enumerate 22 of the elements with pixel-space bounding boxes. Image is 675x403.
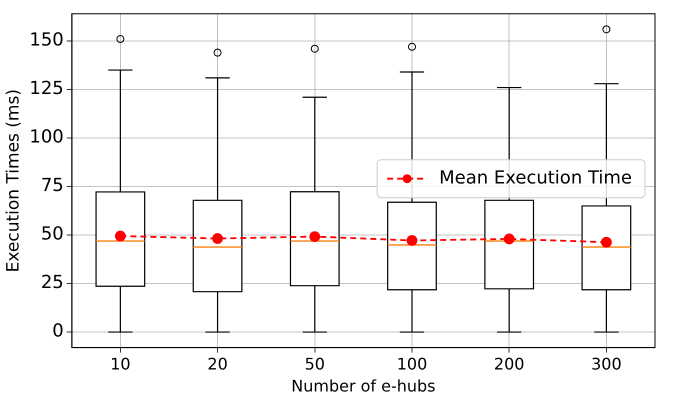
x-tick-label: 100 [396, 354, 428, 374]
y-tick-label: 50 [40, 224, 64, 245]
y-tick-label: 0 [52, 320, 64, 342]
point [212, 233, 223, 244]
y-tick-label: 150 [29, 30, 64, 51]
y-tick-label: 125 [29, 78, 64, 100]
legend-label: Mean Execution Time [439, 167, 632, 188]
y-tick-label: 100 [29, 126, 64, 148]
x-axis-title: Number of e-hubs [291, 376, 436, 396]
y-axis-title: Execution Times (ms) [4, 89, 24, 272]
x-tick-label: 300 [591, 354, 622, 374]
point [504, 234, 515, 244]
point [600, 236, 612, 248]
point [309, 231, 320, 242]
point [114, 230, 126, 242]
x-tick-label: 200 [494, 354, 524, 374]
x-tick-label: 10 [110, 354, 131, 374]
point [406, 235, 418, 246]
x-tick-label: 20 [207, 354, 228, 374]
x-tick-label: 50 [304, 354, 325, 374]
y-tick-label: 75 [40, 175, 64, 196]
y-tick-label: 25 [40, 272, 64, 294]
